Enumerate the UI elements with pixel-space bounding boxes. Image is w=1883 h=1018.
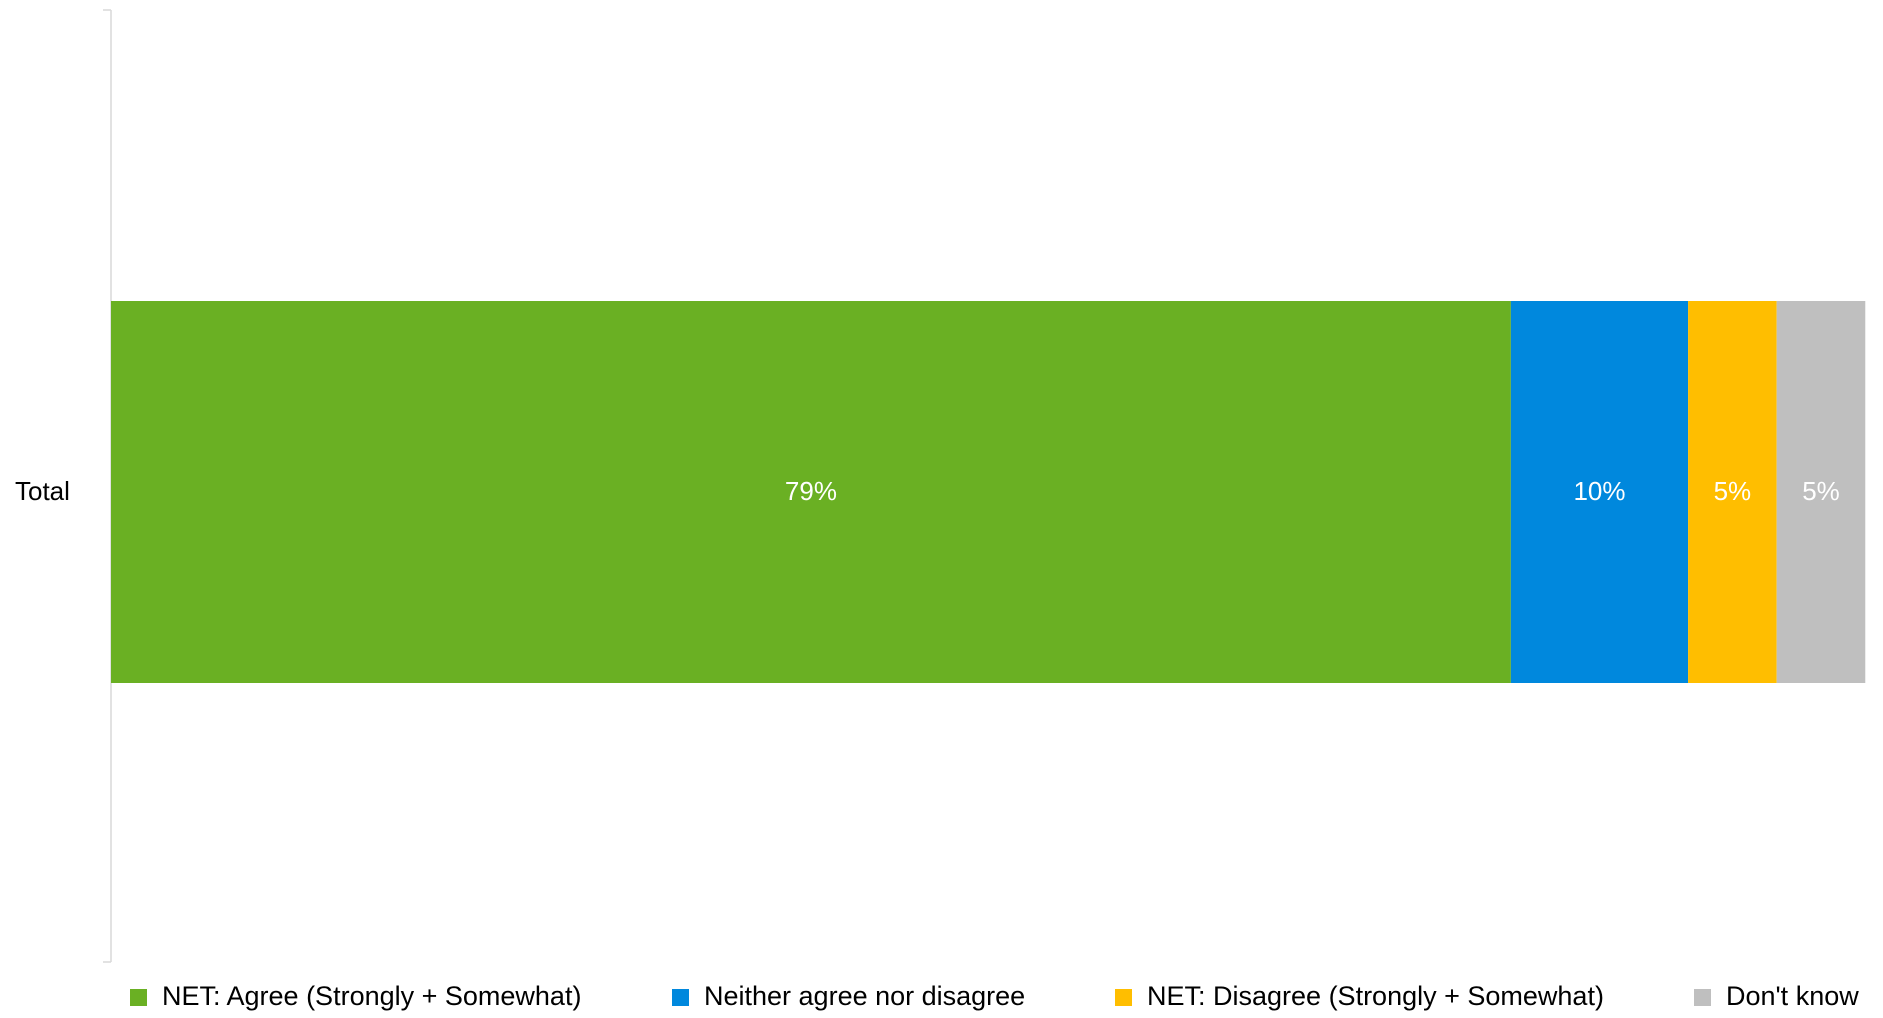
legend-label: Don't know <box>1726 981 1859 1011</box>
category-labels: Total <box>15 476 70 506</box>
bar-segment <box>1776 301 1866 683</box>
legend: NET: Agree (Strongly + Somewhat) Neither … <box>130 981 1859 1011</box>
bar-segment <box>1510 301 1689 683</box>
legend-label: NET: Agree (Strongly + Somewhat) <box>162 981 581 1011</box>
category-axis <box>103 9 112 963</box>
bar-segments <box>111 301 1866 683</box>
data-labels: 79% 10% 5% 5% <box>785 476 1840 506</box>
legend-swatch <box>1115 989 1132 1006</box>
legend-label: Neither agree nor disagree <box>704 981 1025 1011</box>
legend-swatch <box>1694 989 1711 1006</box>
bar-segment <box>1688 301 1777 683</box>
legend-label: NET: Disagree (Strongly + Somewhat) <box>1147 981 1604 1011</box>
legend-swatch <box>130 989 147 1006</box>
data-label: 5% <box>1802 476 1840 506</box>
bar-segment <box>111 301 1511 683</box>
data-label: 5% <box>1714 476 1752 506</box>
legend-swatch <box>672 989 689 1006</box>
data-label: 10% <box>1573 476 1625 506</box>
data-label: 79% <box>785 476 837 506</box>
category-label: Total <box>15 476 70 506</box>
